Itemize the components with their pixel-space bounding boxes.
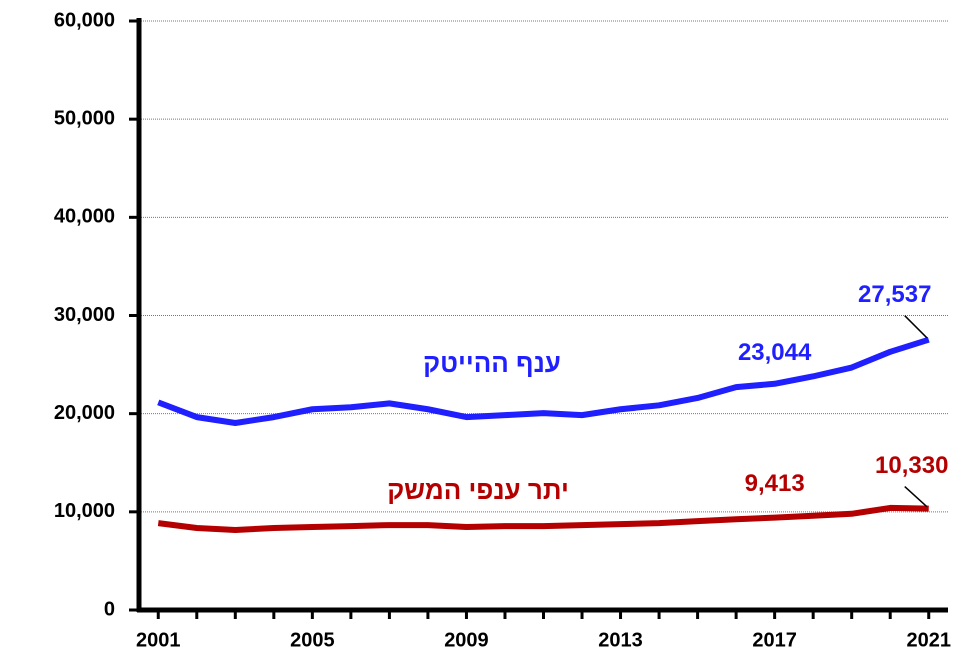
series-line xyxy=(157,504,929,533)
x-tick-label: 2009 xyxy=(444,629,489,651)
label-leader xyxy=(904,315,928,339)
series-line xyxy=(157,336,930,426)
x-tick-label: 2021 xyxy=(906,629,951,651)
y-tick-label: 40,000 xyxy=(54,206,115,228)
data-label: 27,537 xyxy=(858,281,931,308)
y-tick-label: 30,000 xyxy=(54,304,115,326)
label-leader xyxy=(904,486,928,508)
series-label: יתר ענפי המשק xyxy=(387,475,569,505)
y-tick-label: 60,000 xyxy=(54,9,115,31)
x-tick-label: 2017 xyxy=(752,629,797,651)
data-label: 23,044 xyxy=(738,339,812,366)
y-tick-label: 20,000 xyxy=(54,402,115,424)
y-tick-label: 0 xyxy=(104,598,115,620)
data-label: 10,330 xyxy=(875,452,948,479)
x-tick-label: 2001 xyxy=(136,629,181,651)
x-tick-label: 2013 xyxy=(598,629,643,651)
data-label: 9,413 xyxy=(745,470,805,497)
y-tick-label: 50,000 xyxy=(54,107,115,129)
y-tick-label: 10,000 xyxy=(54,500,115,522)
series-label: ענף ההייטק xyxy=(423,348,561,378)
x-tick-label: 2005 xyxy=(290,629,335,651)
